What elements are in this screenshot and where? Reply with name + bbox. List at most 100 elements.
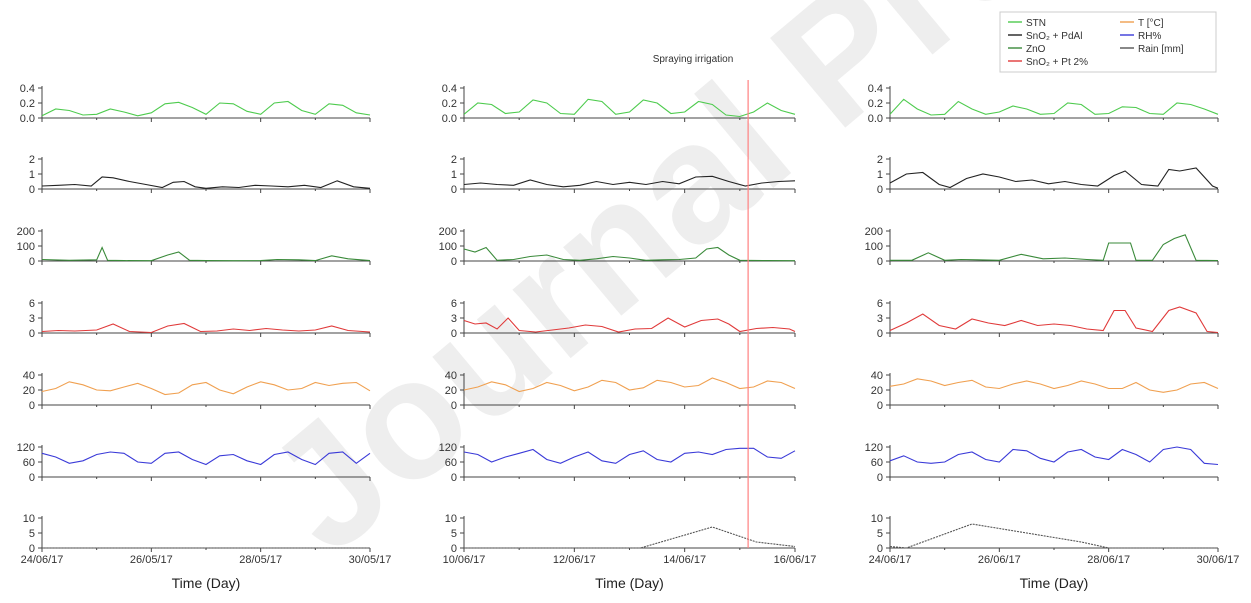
legend-label: RH%: [1138, 31, 1161, 42]
y-tick-label: 120: [865, 442, 883, 454]
annotation-label: Spraying irrigation: [653, 54, 734, 65]
y-tick-label: 0.0: [20, 113, 35, 125]
series-line-zno: [890, 234, 1219, 262]
y-tick-label: 120: [17, 442, 35, 454]
y-tick-label: 3: [29, 313, 35, 325]
y-tick-label: 2: [451, 154, 457, 166]
y-tick-label: 100: [17, 241, 35, 253]
y-tick-label: 0: [451, 400, 457, 412]
y-tick-label: 40: [871, 370, 883, 382]
y-tick-label: 0.0: [868, 113, 883, 125]
y-tick-label: 40: [445, 370, 457, 382]
y-tick-label: 0.2: [20, 98, 35, 110]
watermark-text: Journal Pre-proof: [232, 0, 1251, 588]
series-line-stn: [463, 98, 796, 118]
y-tick-label: 3: [451, 313, 457, 325]
y-tick-label: 100: [439, 241, 457, 253]
x-tick-label: 14/06/17: [663, 554, 706, 566]
y-tick-label: 0.4: [868, 83, 883, 95]
y-tick-label: 20: [445, 385, 457, 397]
y-tick-label: 200: [865, 226, 883, 238]
y-tick-label: 0: [29, 543, 35, 555]
y-tick-label: 1: [451, 169, 457, 181]
y-tick-label: 200: [439, 226, 457, 238]
y-tick-label: 0: [877, 328, 883, 340]
series-line-rh: [463, 447, 796, 464]
y-tick-label: 6: [451, 298, 457, 310]
y-tick-label: 0.4: [442, 83, 457, 95]
y-tick-label: 20: [23, 385, 35, 397]
y-tick-label: 0.4: [20, 83, 35, 95]
legend-label: SnO₂ + PdAl: [1026, 31, 1082, 42]
series-line-zno: [463, 246, 796, 262]
y-tick-label: 2: [877, 154, 883, 166]
y-tick-label: 20: [871, 385, 883, 397]
y-tick-label: 60: [871, 457, 883, 469]
y-tick-label: 5: [451, 528, 457, 540]
x-tick-label: 24/06/17: [21, 554, 64, 566]
y-tick-label: 1: [29, 169, 35, 181]
legend-label: T [°C]: [1138, 18, 1164, 29]
x-tick-label: 24/06/17: [869, 554, 912, 566]
y-tick-label: 0: [451, 543, 457, 555]
y-tick-label: 0: [29, 256, 35, 268]
series-line-temp: [463, 377, 796, 393]
y-tick-label: 0: [29, 328, 35, 340]
x-tick-label: 28/06/17: [1087, 554, 1130, 566]
series-line-stn: [889, 98, 1219, 116]
legend-label: Rain [mm]: [1138, 44, 1184, 55]
series-line-pt: [889, 306, 1219, 334]
series-line-zno: [41, 246, 371, 262]
series-line-pdal: [41, 176, 371, 189]
x-tick-label: 10/06/17: [443, 554, 486, 566]
series-line-pt: [463, 317, 796, 333]
series-line-pt: [41, 322, 371, 334]
series-line-rain: [464, 526, 796, 549]
y-tick-label: 0: [877, 400, 883, 412]
y-tick-label: 0: [29, 400, 35, 412]
y-tick-label: 0.0: [442, 113, 457, 125]
x-tick-label: 30/06/17: [1197, 554, 1240, 566]
y-tick-label: 6: [877, 298, 883, 310]
legend-box: [999, 11, 1217, 73]
x-axis-label: Time (Day): [595, 575, 664, 591]
x-axis-label: Time (Day): [1020, 575, 1089, 591]
series-line-pdal: [463, 175, 796, 188]
x-tick-label: 26/06/17: [978, 554, 1021, 566]
series-line-pdal: [889, 167, 1219, 189]
series-line-rain: [889, 523, 1218, 549]
y-tick-label: 10: [445, 513, 457, 525]
series-line-rh: [41, 451, 371, 466]
y-tick-label: 0: [877, 184, 883, 196]
y-tick-label: 120: [439, 442, 457, 454]
y-tick-label: 0: [877, 543, 883, 555]
y-tick-label: 0: [451, 328, 457, 340]
y-tick-label: 100: [865, 241, 883, 253]
legend-label: ZnO: [1026, 44, 1046, 55]
y-tick-label: 0.2: [442, 98, 457, 110]
x-tick-label: 16/06/17: [774, 554, 817, 566]
y-tick-label: 200: [17, 226, 35, 238]
y-tick-label: 40: [23, 370, 35, 382]
y-tick-label: 0: [451, 256, 457, 268]
legend-label: SnO₂ + Pt 2%: [1026, 57, 1088, 68]
y-tick-label: 3: [877, 313, 883, 325]
x-axis-label: Time (Day): [172, 575, 241, 591]
y-tick-label: 0: [29, 472, 35, 484]
y-tick-label: 0: [451, 184, 457, 196]
series-line-temp: [889, 378, 1219, 393]
legend-label: STN: [1026, 18, 1046, 29]
series-line-temp: [41, 381, 371, 396]
y-tick-label: 10: [871, 513, 883, 525]
x-tick-label: 26/05/17: [130, 554, 173, 566]
series-line-stn: [41, 100, 371, 117]
y-tick-label: 0: [877, 472, 883, 484]
y-tick-label: 5: [877, 528, 883, 540]
x-tick-label: 12/06/17: [553, 554, 596, 566]
y-tick-label: 60: [445, 457, 457, 469]
y-tick-label: 0: [29, 184, 35, 196]
y-tick-label: 2: [29, 154, 35, 166]
y-tick-label: 5: [29, 528, 35, 540]
x-tick-label: 30/05/17: [349, 554, 392, 566]
